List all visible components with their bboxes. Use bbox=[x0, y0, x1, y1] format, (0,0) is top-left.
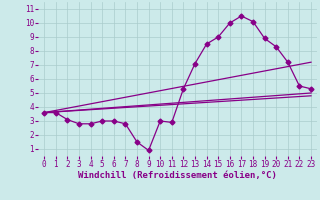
X-axis label: Windchill (Refroidissement éolien,°C): Windchill (Refroidissement éolien,°C) bbox=[78, 171, 277, 180]
